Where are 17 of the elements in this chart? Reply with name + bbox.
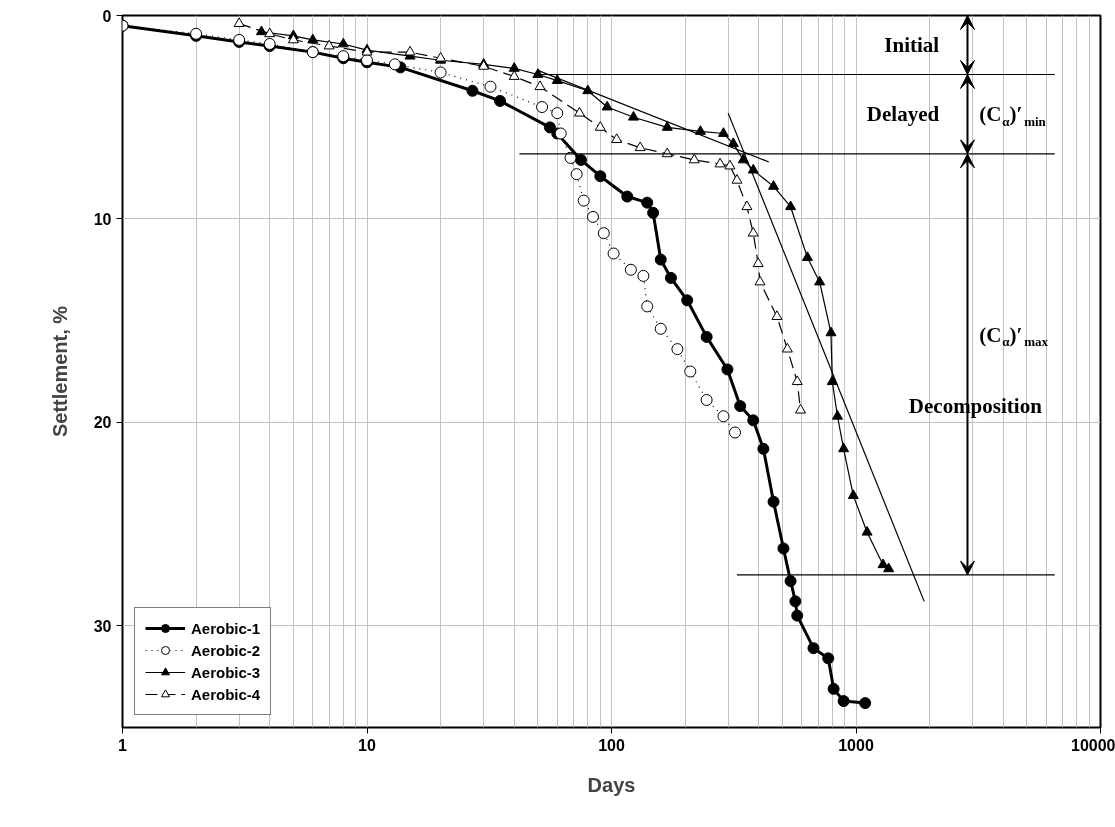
x-axis-title: Days — [587, 773, 636, 796]
y-axis-title: Settlement, % — [48, 305, 71, 438]
x-tick-label: 10000 — [1071, 736, 1115, 754]
y-tick-label: 10 — [93, 210, 112, 228]
x-tick-label: 100 — [598, 736, 625, 754]
legend-label: Aerobic-3 — [191, 663, 261, 681]
annotation: Initial — [884, 33, 940, 57]
x-tick-label: 1 — [118, 736, 128, 754]
y-tick-label: 30 — [93, 617, 112, 635]
y-tick-label: 20 — [93, 414, 112, 432]
legend-label: Aerobic-2 — [191, 641, 261, 659]
x-tick-label: 1000 — [838, 736, 874, 754]
legend-label: Aerobic-1 — [191, 619, 261, 637]
legend-label: Aerobic-4 — [191, 685, 261, 703]
annotation: Delayed — [866, 102, 940, 127]
x-tick-label: 10 — [358, 736, 376, 754]
y-tick-label: 0 — [102, 7, 112, 25]
